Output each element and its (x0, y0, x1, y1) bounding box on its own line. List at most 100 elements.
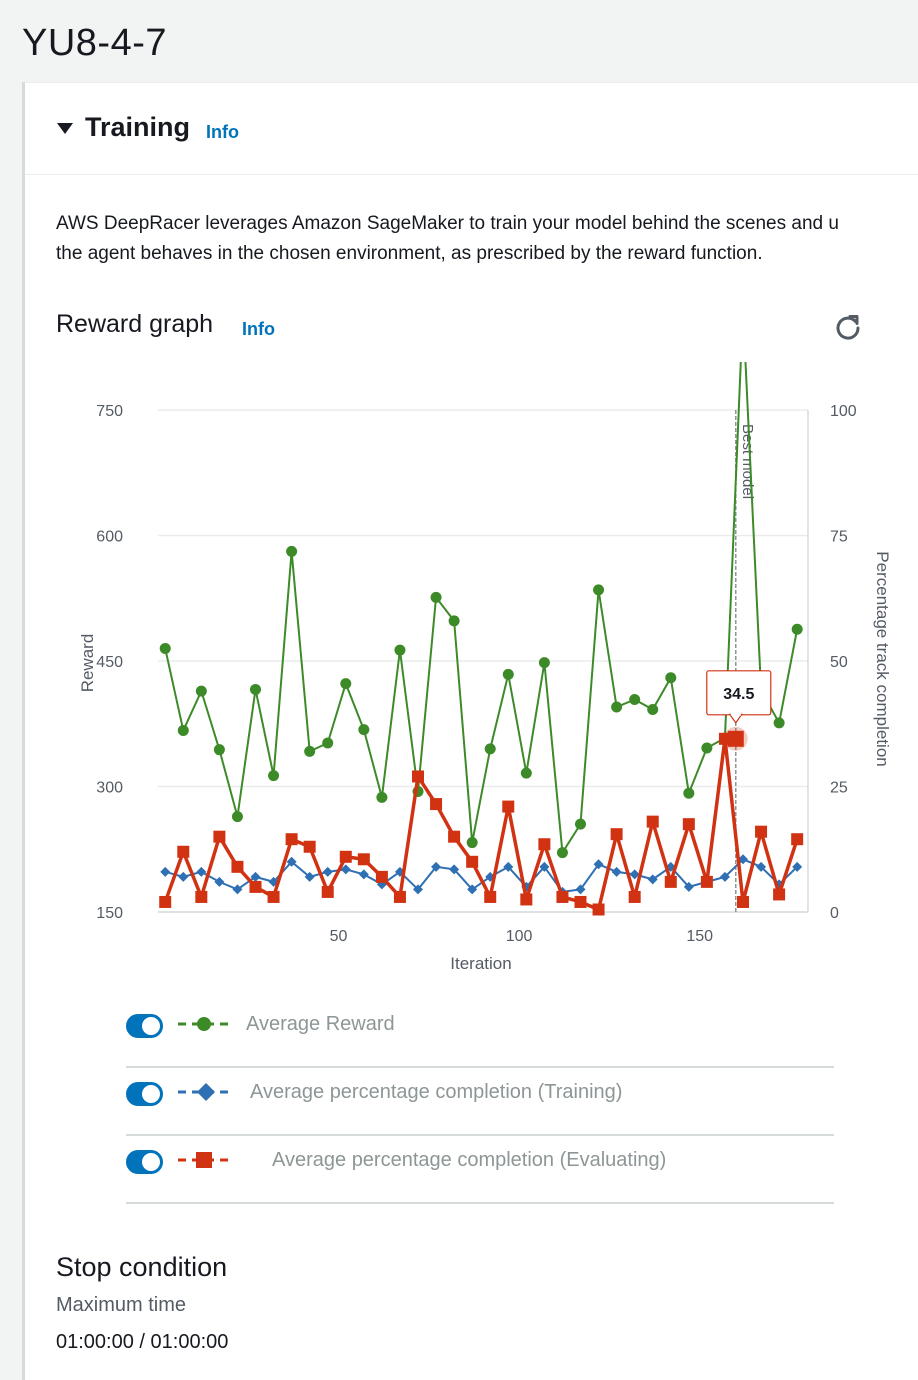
data-point (159, 895, 172, 908)
tooltip-point (727, 730, 744, 747)
data-point (304, 745, 316, 757)
stop-condition-title: Stop condition (56, 1252, 228, 1282)
data-point (376, 791, 388, 803)
data-point (701, 742, 713, 754)
data-point (340, 864, 351, 875)
info-link[interactable]: Info (206, 122, 239, 142)
tooltip-pointer-mask (730, 712, 741, 716)
y-axis-label: Reward (78, 634, 97, 693)
y2-tick-label: 0 (830, 905, 839, 922)
circle-marker-icon (178, 1017, 230, 1031)
data-point (196, 866, 207, 877)
data-point (502, 800, 515, 813)
description-line-2: the agent behaves in the chosen environm… (56, 243, 763, 264)
toggle-average-reward[interactable] (126, 1014, 163, 1038)
x-tick-label: 50 (330, 928, 348, 945)
data-point (303, 840, 316, 853)
data-point (647, 874, 658, 885)
data-point (756, 861, 767, 872)
data-point (232, 884, 243, 895)
data-point (484, 743, 496, 755)
page-title: YU8-4-7 (22, 22, 167, 64)
refresh-icon[interactable] (833, 312, 863, 342)
data-point (466, 837, 478, 849)
data-point (520, 767, 532, 779)
legend-label: Average percentage completion (Training) (250, 1081, 623, 1103)
data-point (665, 672, 677, 684)
data-point (249, 880, 262, 893)
data-point (755, 825, 768, 838)
y2-tick-label: 50 (830, 654, 848, 671)
description: AWS DeepRacer leverages Amazon SageMaker… (56, 209, 918, 269)
data-point (431, 861, 442, 872)
data-point (322, 737, 334, 749)
toggle-training-completion[interactable] (126, 1082, 163, 1106)
diamond-marker-icon (178, 1083, 234, 1101)
data-point (539, 861, 550, 872)
data-point (412, 770, 424, 783)
data-point (177, 845, 190, 858)
data-point (177, 724, 189, 736)
data-point (268, 770, 280, 782)
reward-graph-title: Reward graph (56, 310, 214, 338)
best-model-label: Best model (739, 424, 756, 499)
legend-item-training-completion: Average percentage completion (Training) (126, 1068, 834, 1136)
data-point (231, 860, 244, 873)
data-point (520, 893, 533, 906)
data-point (358, 724, 370, 736)
y2-tick-label: 100 (830, 403, 857, 420)
tooltip-value: 34.5 (723, 686, 754, 703)
data-point (285, 833, 298, 846)
panel-title: Training (85, 112, 191, 142)
data-point (286, 856, 297, 867)
toggle-evaluating-completion[interactable] (126, 1150, 163, 1174)
data-point (575, 818, 586, 830)
data-point (250, 871, 261, 882)
data-point (738, 854, 748, 865)
x-tick-label: 100 (506, 928, 533, 945)
data-point (304, 871, 315, 882)
data-point (357, 853, 370, 866)
data-point (791, 623, 803, 635)
data-point (773, 888, 786, 901)
data-point (737, 895, 749, 908)
data-point (538, 838, 551, 851)
data-point (214, 876, 225, 887)
caret-down-icon[interactable] (57, 123, 73, 134)
data-point (502, 668, 514, 680)
data-point (683, 787, 695, 799)
x-axis-label: Iteration (450, 954, 511, 973)
data-point (683, 881, 694, 892)
data-point (484, 890, 497, 903)
data-point (375, 870, 388, 883)
data-point (394, 866, 405, 877)
data-point (250, 683, 261, 695)
data-point (339, 850, 352, 863)
data-point (340, 678, 352, 690)
data-point (322, 866, 333, 877)
panel-header[interactable]: Training Info (25, 82, 918, 175)
data-point (449, 864, 460, 875)
data-point (430, 798, 443, 811)
y-tick-label: 150 (96, 905, 123, 922)
data-point (556, 890, 569, 903)
data-point (538, 657, 550, 669)
data-point (178, 871, 189, 882)
y2-axis-label: Percentage track completion (873, 551, 892, 766)
data-point (646, 815, 659, 828)
data-point (791, 833, 804, 846)
data-point (682, 818, 695, 831)
data-point (575, 884, 586, 895)
data-point (393, 890, 406, 903)
data-point (556, 847, 568, 859)
square-marker-icon (178, 1152, 230, 1168)
data-point (592, 903, 605, 916)
reward-graph-info-link[interactable]: Info (242, 319, 275, 339)
data-point (286, 545, 298, 557)
data-point (611, 866, 622, 877)
y-tick-label: 450 (96, 654, 123, 671)
y-tick-label: 600 (96, 529, 123, 546)
data-point (629, 693, 641, 705)
description-line-1: AWS DeepRacer leverages Amazon SageMaker… (56, 213, 839, 234)
data-point (358, 869, 369, 880)
